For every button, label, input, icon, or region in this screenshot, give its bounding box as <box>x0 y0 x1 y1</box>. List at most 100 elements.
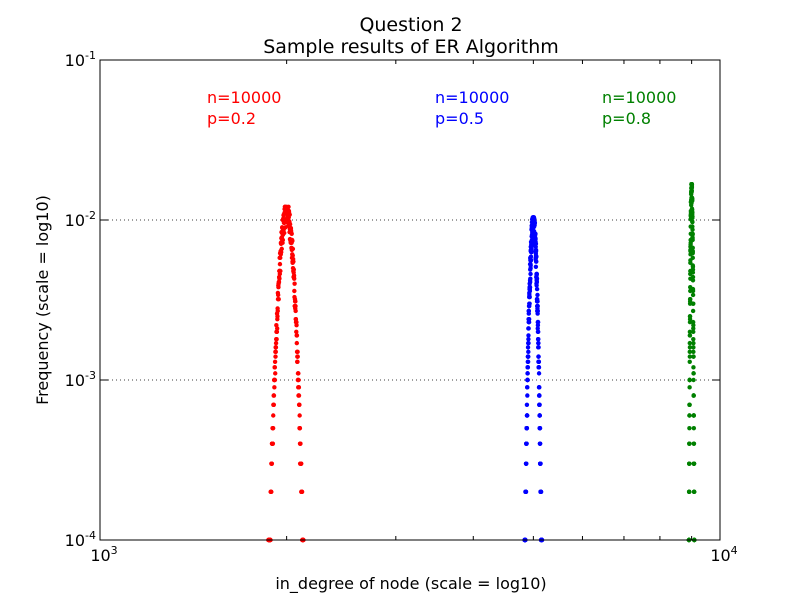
data-point <box>524 413 530 418</box>
data-point <box>528 263 533 268</box>
data-point <box>295 359 300 364</box>
data-point <box>528 254 534 259</box>
data-point <box>279 249 284 255</box>
chart-title: Question 2 <box>359 14 462 36</box>
plot-frame <box>99 59 721 541</box>
data-point <box>535 308 540 314</box>
data-point <box>690 264 696 269</box>
data-point <box>535 319 541 325</box>
data-point <box>690 308 696 314</box>
data-point <box>299 489 305 495</box>
data-point <box>297 413 302 418</box>
data-point <box>297 402 302 407</box>
data-point <box>687 385 692 390</box>
data-point <box>537 393 542 398</box>
data-point <box>294 340 300 346</box>
data-point <box>273 349 278 355</box>
data-point <box>691 371 696 376</box>
data-point <box>525 385 530 390</box>
data-point <box>689 182 695 187</box>
data-point <box>526 349 531 355</box>
data-point <box>691 340 696 346</box>
data-point <box>272 385 277 390</box>
data-point <box>525 365 531 370</box>
data-point <box>691 441 697 446</box>
data-point <box>690 274 696 280</box>
data-point <box>687 296 693 302</box>
data-point <box>690 214 695 219</box>
data-point <box>294 333 300 338</box>
data-point <box>534 279 540 285</box>
y-axis-label: Frequency (scale = log10) <box>33 195 52 405</box>
data-point <box>690 319 696 325</box>
data-point <box>691 329 696 335</box>
data-point <box>534 276 540 281</box>
data-point <box>687 413 692 418</box>
data-point <box>525 359 531 364</box>
data-point <box>537 385 542 390</box>
data-point <box>536 340 541 346</box>
chart-subtitle: Sample results of ER Algorithm <box>263 36 559 58</box>
data-point <box>690 245 695 251</box>
data-point <box>286 204 291 209</box>
data-point <box>527 294 532 300</box>
data-point <box>290 246 296 252</box>
data-point <box>269 461 275 466</box>
data-point <box>276 296 281 302</box>
data-point <box>691 365 696 370</box>
data-point <box>690 231 695 236</box>
data-point <box>691 377 696 383</box>
data-point <box>691 425 697 431</box>
data-point <box>691 489 697 495</box>
data-point <box>690 278 696 283</box>
data-point <box>527 285 533 290</box>
data-point <box>525 393 530 398</box>
data-point <box>524 461 529 466</box>
data-point <box>290 238 295 244</box>
data-point <box>290 253 295 258</box>
data-point <box>687 329 693 335</box>
data-point <box>271 402 277 407</box>
data-point <box>526 340 531 346</box>
data-point <box>526 326 531 331</box>
data-point <box>533 248 539 254</box>
data-point <box>690 219 695 225</box>
y-grid <box>100 219 720 381</box>
data-point <box>535 326 540 331</box>
data-point <box>270 441 276 446</box>
data-point <box>272 365 277 370</box>
data-point <box>526 316 532 322</box>
data-point <box>534 286 540 292</box>
data-point <box>690 292 696 298</box>
data-point <box>270 425 276 431</box>
data-point <box>524 425 530 431</box>
data-point <box>287 222 293 227</box>
data-point <box>691 354 696 359</box>
data-point <box>690 248 695 254</box>
data-point <box>536 365 542 370</box>
data-point <box>535 292 540 298</box>
data-point <box>272 377 278 383</box>
data-point <box>526 333 531 338</box>
data-point <box>687 316 693 322</box>
data-point <box>292 288 297 294</box>
data-point <box>687 340 692 346</box>
data-point <box>294 323 299 328</box>
data-point <box>534 271 540 277</box>
data-point <box>690 255 695 261</box>
annotation-p02-n: n=10000 <box>207 88 281 107</box>
data-point <box>536 345 541 350</box>
data-point <box>293 303 298 309</box>
data-point <box>687 489 692 495</box>
data-point <box>691 393 696 398</box>
data-point <box>524 402 530 407</box>
data-point <box>537 413 542 418</box>
data-point <box>690 198 695 203</box>
data-point <box>291 267 297 272</box>
x-axis-label: in_degree of node (scale = log10) <box>275 574 546 594</box>
data-point <box>691 301 696 306</box>
data-point <box>527 288 533 294</box>
data-point <box>526 308 532 314</box>
data-point <box>527 301 532 306</box>
